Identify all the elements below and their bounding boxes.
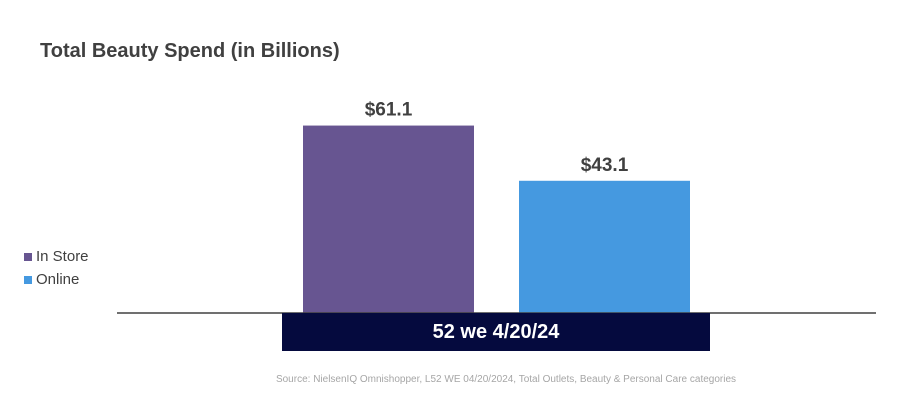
legend-item-in-store: In Store [24, 248, 89, 265]
legend-swatch-in-store [24, 252, 32, 261]
bar-online [519, 180, 690, 313]
category-label: 52 we 4/20/24 [282, 313, 710, 351]
legend-item-online: Online [24, 271, 79, 288]
data-label-in-store: $61.1 [365, 100, 413, 121]
bar-in-store [303, 125, 474, 313]
source-note: Source: NielsenIQ Omnishopper, L52 WE 04… [275, 374, 737, 385]
legend-swatch-online [24, 275, 32, 284]
data-label-online: $43.1 [581, 155, 629, 176]
chart-title: Total Beauty Spend (in Billions) [40, 40, 340, 62]
legend-label-in-store: In Store [36, 248, 89, 265]
legend-label-online: Online [36, 271, 80, 288]
